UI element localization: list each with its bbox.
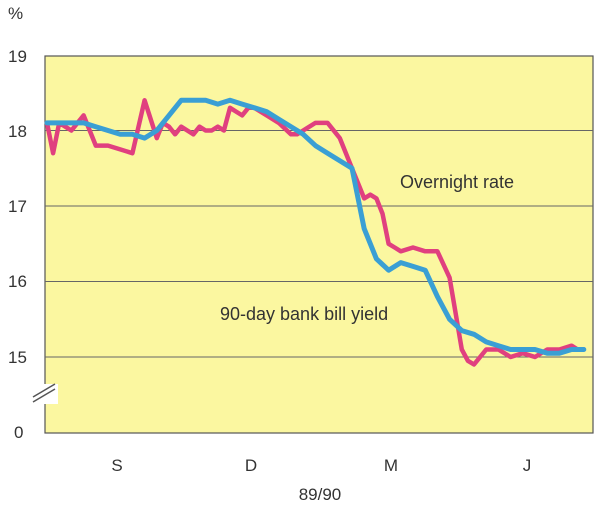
y-tick-0: 0 — [14, 423, 23, 442]
plot-background — [44, 55, 594, 434]
y-tick-16: 16 — [8, 272, 27, 291]
x-tick-s: S — [111, 456, 122, 475]
annotation-overnight-rate: Overnight rate — [400, 172, 514, 192]
annotation-90-day-bank-bill-yield: 90-day bank bill yield — [220, 304, 388, 324]
y-tick-17: 17 — [8, 197, 27, 216]
axis-break-marker — [30, 383, 58, 404]
x-tick-m: M — [384, 456, 398, 475]
series-90-day-bank-bill-yield — [44, 97, 587, 356]
x-axis-period-label: 89/90 — [299, 485, 342, 504]
y-tick-19: 19 — [8, 47, 27, 66]
x-tick-d: D — [245, 456, 257, 475]
x-tick-j: J — [523, 456, 532, 475]
y-tick-18: 18 — [8, 122, 27, 141]
y-tick-15: 15 — [8, 348, 27, 367]
y-unit-label: % — [8, 4, 23, 23]
